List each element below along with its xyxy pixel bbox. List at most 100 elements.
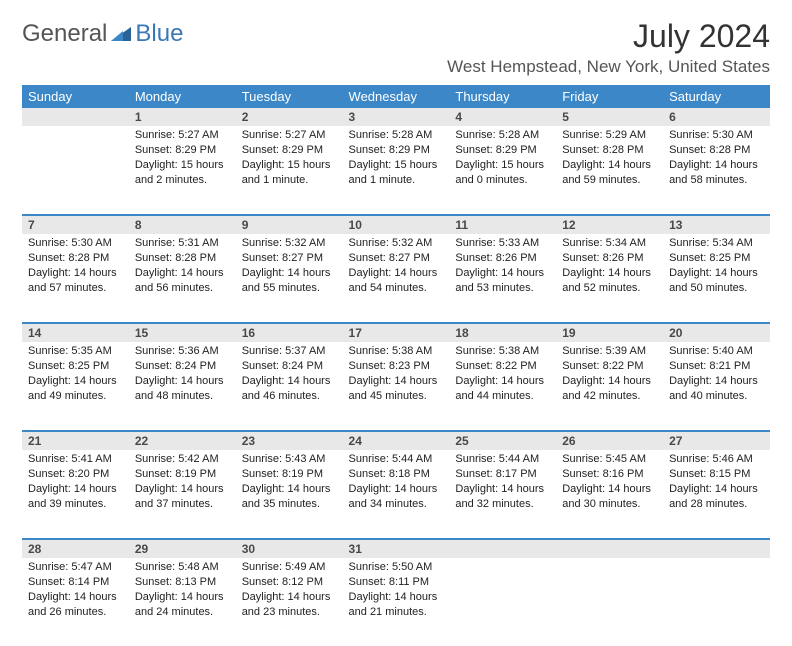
daylight-text: Daylight: 14 hours and 34 minutes. — [349, 482, 444, 512]
daylight-text: Daylight: 14 hours and 55 minutes. — [242, 266, 337, 296]
sunrise-text: Sunrise: 5:46 AM — [669, 452, 764, 467]
daylight-text: Daylight: 14 hours and 58 minutes. — [669, 158, 764, 188]
day-cell — [449, 558, 556, 646]
day-number: 27 — [663, 432, 770, 450]
sunset-text: Sunset: 8:27 PM — [242, 251, 337, 266]
day-content-row: Sunrise: 5:27 AMSunset: 8:29 PMDaylight:… — [22, 126, 770, 214]
day-number: 8 — [129, 216, 236, 234]
sunrise-text: Sunrise: 5:32 AM — [242, 236, 337, 251]
sunrise-text: Sunrise: 5:42 AM — [135, 452, 230, 467]
day-number: 6 — [663, 108, 770, 126]
sunrise-text: Sunrise: 5:49 AM — [242, 560, 337, 575]
weekday-header: Monday — [129, 85, 236, 108]
day-number: 5 — [556, 108, 663, 126]
sunrise-text: Sunrise: 5:29 AM — [562, 128, 657, 143]
weekday-header: Sunday — [22, 85, 129, 108]
weekday-header: Tuesday — [236, 85, 343, 108]
daylight-text: Daylight: 14 hours and 49 minutes. — [28, 374, 123, 404]
sunset-text: Sunset: 8:28 PM — [562, 143, 657, 158]
weekday-header-row: SundayMondayTuesdayWednesdayThursdayFrid… — [22, 85, 770, 108]
sunrise-text: Sunrise: 5:45 AM — [562, 452, 657, 467]
day-number: 2 — [236, 108, 343, 126]
sunset-text: Sunset: 8:29 PM — [455, 143, 550, 158]
day-cell: Sunrise: 5:32 AMSunset: 8:27 PMDaylight:… — [343, 234, 450, 322]
weekday-header: Friday — [556, 85, 663, 108]
daylight-text: Daylight: 14 hours and 30 minutes. — [562, 482, 657, 512]
sunset-text: Sunset: 8:29 PM — [349, 143, 444, 158]
day-cell: Sunrise: 5:50 AMSunset: 8:11 PMDaylight:… — [343, 558, 450, 646]
sunrise-text: Sunrise: 5:27 AM — [242, 128, 337, 143]
day-number: 12 — [556, 216, 663, 234]
daylight-text: Daylight: 15 hours and 1 minute. — [242, 158, 337, 188]
sunrise-text: Sunrise: 5:35 AM — [28, 344, 123, 359]
day-number: 10 — [343, 216, 450, 234]
sunrise-text: Sunrise: 5:28 AM — [455, 128, 550, 143]
daylight-text: Daylight: 14 hours and 52 minutes. — [562, 266, 657, 296]
day-cell: Sunrise: 5:37 AMSunset: 8:24 PMDaylight:… — [236, 342, 343, 430]
day-cell: Sunrise: 5:40 AMSunset: 8:21 PMDaylight:… — [663, 342, 770, 430]
day-number — [22, 108, 129, 126]
sunrise-text: Sunrise: 5:28 AM — [349, 128, 444, 143]
sunrise-text: Sunrise: 5:44 AM — [349, 452, 444, 467]
sunset-text: Sunset: 8:24 PM — [135, 359, 230, 374]
daylight-text: Daylight: 14 hours and 32 minutes. — [455, 482, 550, 512]
sunrise-text: Sunrise: 5:38 AM — [349, 344, 444, 359]
day-number: 23 — [236, 432, 343, 450]
sunrise-text: Sunrise: 5:31 AM — [135, 236, 230, 251]
day-number-row: 78910111213 — [22, 216, 770, 234]
day-cell: Sunrise: 5:42 AMSunset: 8:19 PMDaylight:… — [129, 450, 236, 538]
sunset-text: Sunset: 8:22 PM — [562, 359, 657, 374]
day-number: 22 — [129, 432, 236, 450]
day-cell: Sunrise: 5:44 AMSunset: 8:17 PMDaylight:… — [449, 450, 556, 538]
day-number: 17 — [343, 324, 450, 342]
daylight-text: Daylight: 14 hours and 23 minutes. — [242, 590, 337, 620]
day-number: 16 — [236, 324, 343, 342]
day-cell: Sunrise: 5:33 AMSunset: 8:26 PMDaylight:… — [449, 234, 556, 322]
day-cell: Sunrise: 5:29 AMSunset: 8:28 PMDaylight:… — [556, 126, 663, 214]
day-number: 7 — [22, 216, 129, 234]
day-number: 25 — [449, 432, 556, 450]
sunrise-text: Sunrise: 5:48 AM — [135, 560, 230, 575]
daylight-text: Daylight: 14 hours and 44 minutes. — [455, 374, 550, 404]
daylight-text: Daylight: 14 hours and 56 minutes. — [135, 266, 230, 296]
sunset-text: Sunset: 8:27 PM — [349, 251, 444, 266]
sunrise-text: Sunrise: 5:27 AM — [135, 128, 230, 143]
day-number: 18 — [449, 324, 556, 342]
day-cell: Sunrise: 5:41 AMSunset: 8:20 PMDaylight:… — [22, 450, 129, 538]
day-cell: Sunrise: 5:48 AMSunset: 8:13 PMDaylight:… — [129, 558, 236, 646]
daylight-text: Daylight: 15 hours and 0 minutes. — [455, 158, 550, 188]
sunrise-text: Sunrise: 5:34 AM — [669, 236, 764, 251]
daylight-text: Daylight: 14 hours and 48 minutes. — [135, 374, 230, 404]
day-number: 26 — [556, 432, 663, 450]
sunset-text: Sunset: 8:17 PM — [455, 467, 550, 482]
sunrise-text: Sunrise: 5:37 AM — [242, 344, 337, 359]
day-cell: Sunrise: 5:45 AMSunset: 8:16 PMDaylight:… — [556, 450, 663, 538]
sunset-text: Sunset: 8:29 PM — [242, 143, 337, 158]
sunrise-text: Sunrise: 5:38 AM — [455, 344, 550, 359]
day-cell — [22, 126, 129, 214]
daylight-text: Daylight: 15 hours and 2 minutes. — [135, 158, 230, 188]
day-number — [449, 540, 556, 558]
daylight-text: Daylight: 14 hours and 59 minutes. — [562, 158, 657, 188]
day-number: 19 — [556, 324, 663, 342]
sunset-text: Sunset: 8:28 PM — [135, 251, 230, 266]
day-number: 14 — [22, 324, 129, 342]
sunset-text: Sunset: 8:15 PM — [669, 467, 764, 482]
day-number: 13 — [663, 216, 770, 234]
daylight-text: Daylight: 14 hours and 53 minutes. — [455, 266, 550, 296]
sunrise-text: Sunrise: 5:30 AM — [28, 236, 123, 251]
weekday-header: Thursday — [449, 85, 556, 108]
sunset-text: Sunset: 8:19 PM — [135, 467, 230, 482]
sunset-text: Sunset: 8:22 PM — [455, 359, 550, 374]
sunrise-text: Sunrise: 5:41 AM — [28, 452, 123, 467]
weekday-header: Wednesday — [343, 85, 450, 108]
sunrise-text: Sunrise: 5:44 AM — [455, 452, 550, 467]
day-content-row: Sunrise: 5:35 AMSunset: 8:25 PMDaylight:… — [22, 342, 770, 430]
day-cell: Sunrise: 5:27 AMSunset: 8:29 PMDaylight:… — [236, 126, 343, 214]
day-number — [663, 540, 770, 558]
day-number: 11 — [449, 216, 556, 234]
day-cell: Sunrise: 5:34 AMSunset: 8:25 PMDaylight:… — [663, 234, 770, 322]
sunset-text: Sunset: 8:24 PM — [242, 359, 337, 374]
title-block: July 2024 West Hempstead, New York, Unit… — [447, 18, 770, 77]
day-cell: Sunrise: 5:44 AMSunset: 8:18 PMDaylight:… — [343, 450, 450, 538]
